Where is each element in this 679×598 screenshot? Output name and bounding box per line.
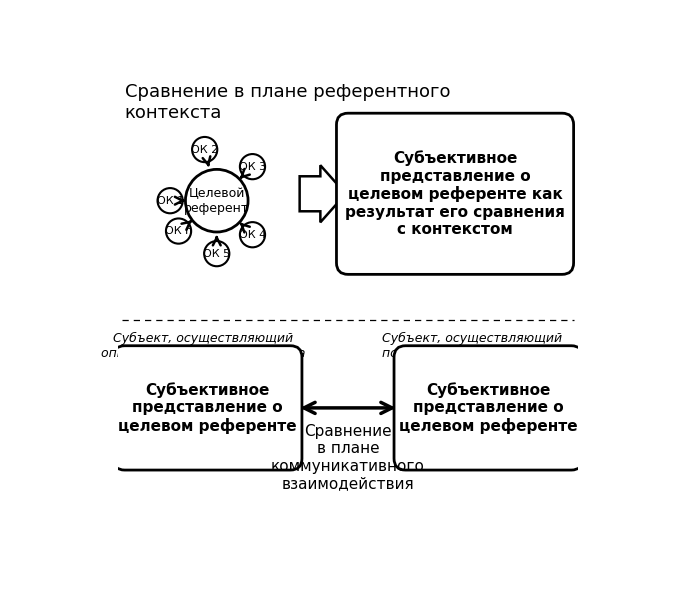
FancyBboxPatch shape	[337, 113, 574, 274]
Text: ОК 2: ОК 2	[191, 145, 219, 154]
Circle shape	[192, 137, 217, 162]
Circle shape	[240, 222, 265, 248]
Text: Субъект, осуществляющий
описание целевого референта: Субъект, осуществляющий описание целевог…	[100, 332, 305, 360]
Text: Субъект, осуществляющий
поиск целевого референта: Субъект, осуществляющий поиск целевого р…	[382, 332, 562, 360]
Text: Сравнение в плане референтного
контекста: Сравнение в плане референтного контекста	[125, 83, 450, 122]
Text: Целевой
референт: Целевой референт	[184, 187, 249, 215]
Circle shape	[185, 169, 248, 232]
Text: ОК 1: ОК 1	[157, 196, 184, 206]
Text: Субъективное
представление о
целевом референте: Субъективное представление о целевом реф…	[399, 382, 578, 434]
Text: ОК 3: ОК 3	[239, 161, 266, 172]
Circle shape	[204, 241, 230, 266]
Text: ОК 4: ОК 4	[239, 230, 266, 240]
Text: Сравнение
в плане
коммуникативного
взаимодействия: Сравнение в плане коммуникативного взаим…	[271, 424, 425, 491]
Text: Субъективное
представление о
целевом референте как
результат его сравнения
с кон: Субъективное представление о целевом реф…	[345, 151, 565, 237]
Text: Субъективное
представление о
целевом референте: Субъективное представление о целевом реф…	[118, 382, 297, 434]
Circle shape	[166, 218, 191, 243]
Polygon shape	[299, 165, 346, 222]
Circle shape	[240, 154, 265, 179]
FancyBboxPatch shape	[394, 346, 583, 470]
FancyBboxPatch shape	[113, 346, 302, 470]
Circle shape	[158, 188, 183, 213]
Text: ОК n: ОК n	[165, 226, 192, 236]
Text: ОК 5: ОК 5	[203, 249, 230, 259]
